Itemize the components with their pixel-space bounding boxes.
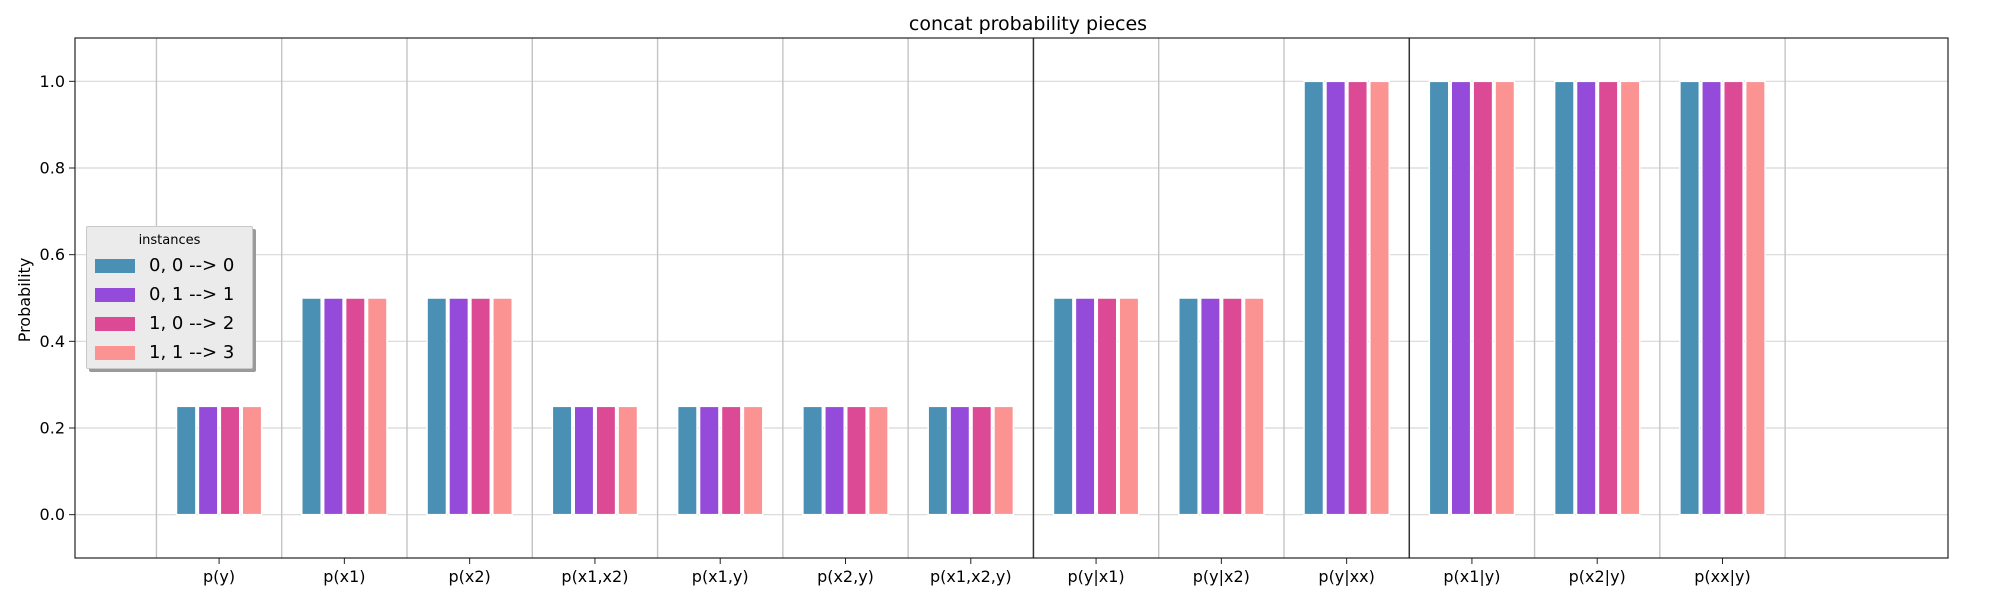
bar bbox=[344, 297, 366, 516]
legend-swatch bbox=[95, 287, 135, 302]
bar bbox=[927, 405, 949, 516]
bar bbox=[1597, 80, 1619, 516]
x-tick-label: p(y|xx) bbox=[1318, 567, 1374, 586]
x-tick-label: p(x1|y) bbox=[1443, 567, 1500, 586]
bar bbox=[1575, 80, 1597, 516]
bar bbox=[1052, 297, 1074, 516]
bar bbox=[175, 405, 197, 516]
bar bbox=[1679, 80, 1701, 516]
bar bbox=[1325, 80, 1347, 516]
x-tick-labels: p(y) p(x1) p(x2) p(x1,x2) p(x1,y) p(x2,y) p(x1… bbox=[203, 558, 1751, 586]
bar bbox=[1199, 297, 1221, 516]
bar bbox=[1701, 80, 1722, 516]
bar bbox=[617, 405, 639, 516]
legend-item: 0, 1 --> 1 bbox=[87, 280, 252, 309]
legend-label: 1, 1 --> 3 bbox=[149, 342, 235, 363]
legend-label: 0, 1 --> 1 bbox=[149, 284, 235, 305]
y-tick-labels: 0.0 0.2 0.4 0.6 0.8 1.0 bbox=[40, 72, 75, 524]
y-tick-label: 0.0 bbox=[40, 505, 65, 524]
bar bbox=[573, 405, 595, 516]
x-tick-label: p(x1) bbox=[323, 567, 365, 586]
bar bbox=[595, 405, 617, 516]
plot-frame bbox=[74, 37, 1949, 559]
bar bbox=[551, 405, 573, 516]
x-tick-label: p(x1,x2,y) bbox=[930, 567, 1012, 586]
bar bbox=[846, 405, 867, 516]
bar bbox=[1369, 80, 1390, 516]
legend: instances 0, 0 --> 0 0, 1 --> 1 1, 0 -->… bbox=[86, 226, 253, 369]
bar bbox=[1096, 297, 1118, 516]
legend-item: 1, 0 --> 2 bbox=[87, 309, 252, 338]
bar bbox=[1303, 80, 1325, 516]
bar bbox=[720, 405, 742, 516]
bar bbox=[867, 405, 889, 516]
x-tick-label: p(x1,x2) bbox=[561, 567, 628, 586]
y-tick-label: 0.6 bbox=[40, 245, 65, 264]
x-tick-label: p(y|x1) bbox=[1067, 567, 1124, 586]
bar bbox=[1428, 80, 1450, 516]
bar bbox=[322, 297, 344, 516]
x-tick-label: p(y) bbox=[203, 567, 235, 586]
bar bbox=[742, 405, 764, 516]
x-tick-label: p(x2|y) bbox=[1569, 567, 1626, 586]
x-tick-label: p(y|x2) bbox=[1193, 567, 1250, 586]
bar bbox=[241, 405, 263, 516]
legend-swatch bbox=[95, 258, 135, 273]
bar bbox=[1347, 80, 1369, 516]
y-tick-label: 0.8 bbox=[40, 159, 65, 178]
group-separators bbox=[155, 38, 1786, 558]
bar bbox=[470, 297, 492, 516]
bar bbox=[197, 405, 219, 516]
chart-title: concat probability pieces bbox=[909, 13, 1147, 35]
y-axis-label: Probability bbox=[15, 258, 34, 343]
y-tick-label: 0.2 bbox=[40, 419, 65, 438]
x-tick-label: p(x2) bbox=[448, 567, 490, 586]
bar bbox=[448, 297, 470, 516]
bar bbox=[698, 405, 720, 516]
legend-label: 0, 0 --> 0 bbox=[149, 255, 235, 276]
bar bbox=[949, 405, 971, 516]
bar bbox=[1074, 297, 1096, 516]
legend-item: 0, 0 --> 0 bbox=[87, 251, 252, 280]
legend-label: 1, 0 --> 2 bbox=[149, 313, 235, 334]
bar bbox=[1243, 297, 1265, 516]
bar bbox=[219, 405, 241, 516]
bar bbox=[1472, 80, 1494, 516]
bar bbox=[1494, 80, 1516, 516]
y-tick-label: 1.0 bbox=[40, 72, 65, 91]
bar bbox=[426, 297, 448, 516]
bar bbox=[1744, 80, 1766, 516]
bar bbox=[993, 405, 1015, 516]
legend-swatch bbox=[95, 316, 135, 331]
bar bbox=[1553, 80, 1575, 516]
legend-title: instances bbox=[138, 233, 201, 248]
bar bbox=[1221, 297, 1243, 516]
bar bbox=[1619, 80, 1641, 516]
bar bbox=[366, 297, 388, 516]
bars bbox=[175, 80, 1766, 516]
bar bbox=[676, 405, 698, 516]
bar bbox=[301, 297, 322, 516]
bar bbox=[492, 297, 513, 516]
legend-swatch bbox=[95, 345, 135, 360]
x-tick-label: p(x1,y) bbox=[692, 567, 749, 586]
bar bbox=[971, 405, 993, 516]
bar bbox=[1118, 297, 1140, 516]
bar bbox=[1450, 80, 1472, 516]
bar bbox=[1722, 80, 1744, 516]
bar bbox=[824, 405, 845, 516]
bar bbox=[1178, 297, 1199, 516]
bar bbox=[802, 405, 824, 516]
legend-item: 1, 1 --> 3 bbox=[87, 338, 252, 367]
x-tick-label: p(xx|y) bbox=[1694, 567, 1750, 586]
y-tick-label: 0.4 bbox=[40, 332, 65, 351]
x-tick-label: p(x2,y) bbox=[817, 567, 874, 586]
